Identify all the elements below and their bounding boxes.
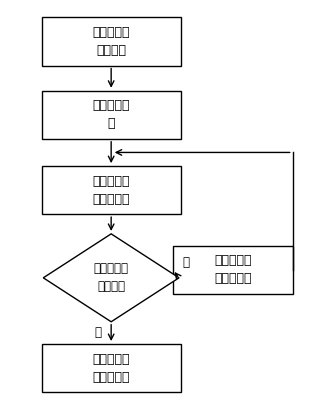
Polygon shape xyxy=(43,234,179,322)
Bar xyxy=(173,246,293,294)
Text: 是否由分位
变为合位: 是否由分位 变为合位 xyxy=(94,262,129,293)
Text: 否: 否 xyxy=(182,257,189,270)
Text: 安装一次开
关: 安装一次开 关 xyxy=(93,99,130,130)
Text: 安装开关柜
测控装置: 安装开关柜 测控装置 xyxy=(93,26,130,57)
Text: 连通遥信点
对应端子排: 连通遥信点 对应端子排 xyxy=(93,352,130,383)
Text: 连通遥信点
对应端子排: 连通遥信点 对应端子排 xyxy=(93,175,130,206)
Text: 是: 是 xyxy=(95,326,102,339)
Bar xyxy=(42,344,181,392)
Text: 连通遥信点
对应端子排: 连通遥信点 对应端子排 xyxy=(214,254,251,285)
Bar xyxy=(42,166,181,214)
Bar xyxy=(42,91,181,139)
Bar xyxy=(42,18,181,66)
